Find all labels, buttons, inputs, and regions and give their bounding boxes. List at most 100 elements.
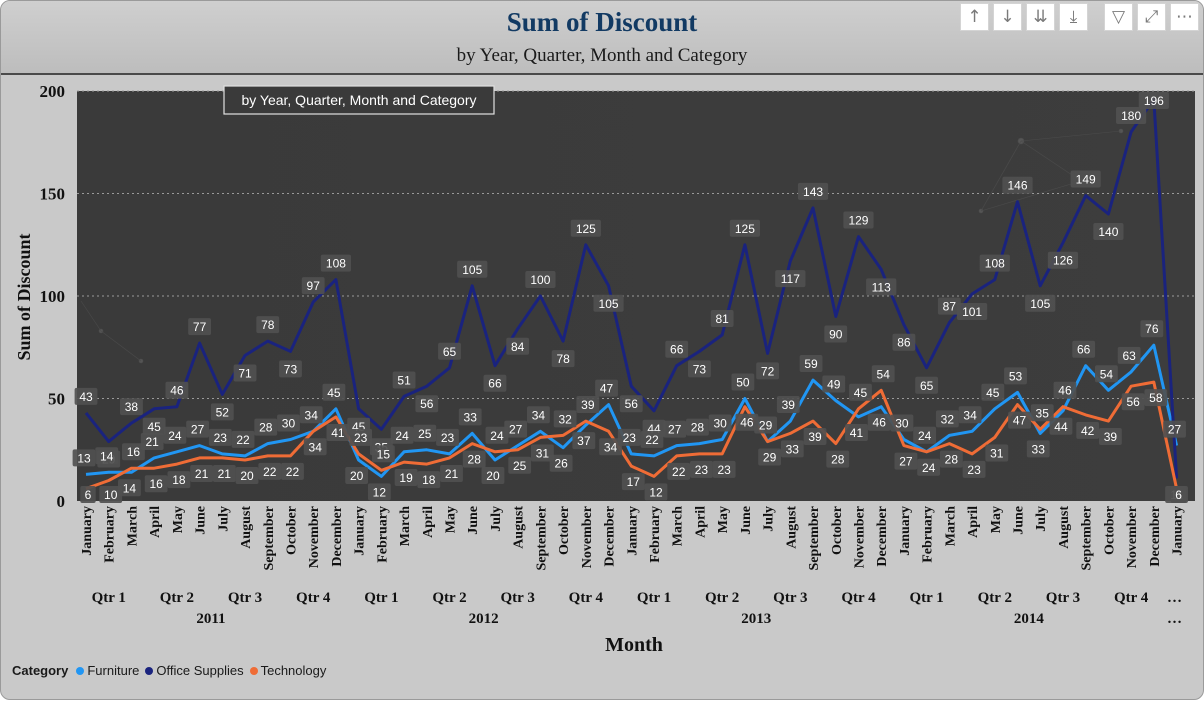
series-line-furniture[interactable]	[85, 343, 1179, 478]
data-label-office-supplies: 73	[688, 360, 711, 378]
data-label-text: 35	[1036, 406, 1050, 420]
data-label-bg	[803, 428, 827, 446]
focus-mode-icon[interactable]: ⤢	[1137, 3, 1166, 31]
x-tick-label: May	[444, 506, 459, 533]
data-label-bg	[1144, 389, 1168, 407]
data-label-furniture: 54	[1095, 365, 1118, 383]
arrow-up-icon[interactable]: ↑	[960, 3, 989, 31]
arrow-down-icon[interactable]: ↓	[993, 3, 1022, 31]
data-label-text: 10	[104, 488, 118, 502]
data-label-bg	[167, 471, 191, 489]
data-label-text: 37	[577, 434, 591, 448]
data-label-bg	[797, 182, 829, 200]
data-label-text: 72	[761, 364, 775, 378]
data-label-bg	[892, 333, 916, 351]
data-label-office-supplies: 180	[1116, 107, 1147, 124]
data-label-text: 33	[786, 442, 800, 456]
filter-icon[interactable]: ▽	[1104, 3, 1133, 31]
double-arrow-down-icon[interactable]: ⇊	[1026, 3, 1055, 31]
quarter-label: Qtr 3	[1046, 590, 1080, 606]
data-label-text: 33	[1032, 442, 1046, 456]
data-label-office-supplies: 45	[142, 417, 166, 435]
data-label-bg	[99, 486, 123, 503]
data-label-technology: 23	[690, 460, 713, 478]
data-label-bg	[279, 360, 302, 378]
data-label-text: 22	[645, 433, 659, 447]
data-label-bg	[1095, 365, 1118, 383]
data-label-technology: 28	[826, 450, 850, 468]
quarter-label: Qtr 4	[296, 590, 331, 606]
data-label-text: 180	[1121, 109, 1141, 123]
x-tick-label: April	[693, 506, 708, 538]
data-label-text: 53	[1009, 369, 1023, 383]
data-label-office-supplies: 71	[233, 364, 257, 382]
data-label-bg	[371, 445, 395, 463]
data-label-text: 42	[1081, 424, 1095, 438]
data-label-text: 66	[670, 343, 684, 357]
x-tick-label: May	[171, 506, 186, 533]
data-label-bg	[939, 450, 963, 468]
more-options-icon[interactable]: ⋯	[1170, 3, 1199, 31]
legend-marker-office-supplies	[145, 666, 154, 675]
data-label-text: 34	[309, 440, 323, 454]
x-tick-label: February	[921, 506, 936, 563]
x-axis-label: Month	[605, 634, 663, 656]
data-label-furniture: 66	[1072, 340, 1096, 358]
legend-item-furniture[interactable]: Furniture	[76, 663, 139, 678]
x-tick-label: September	[534, 506, 549, 571]
data-label-bg	[527, 406, 550, 424]
data-label-bg	[866, 278, 897, 296]
expand-hierarchy-icon[interactable]: ⤓	[1059, 3, 1088, 31]
data-label-furniture: 20	[481, 467, 505, 484]
data-label-bg	[1163, 420, 1186, 438]
data-label-text: 16	[149, 477, 163, 491]
legend-item-technology[interactable]: Technology	[249, 663, 326, 678]
data-label-office-supplies: 87	[937, 297, 961, 315]
data-label-technology: 35	[1030, 404, 1054, 422]
x-tick-label: December	[875, 506, 890, 567]
data-label-text: 6	[85, 488, 92, 502]
data-label-text: 45	[147, 420, 161, 434]
data-label-bg	[549, 454, 573, 472]
quarter-label: Qtr 4	[569, 590, 604, 606]
data-label-text: 196	[1144, 94, 1164, 108]
data-label-office-supplies: 73	[279, 360, 302, 378]
data-label-bg	[212, 464, 236, 482]
data-label-bg	[686, 418, 709, 436]
data-label-bg	[481, 467, 505, 484]
data-label-bg	[163, 426, 187, 444]
data-label-bg	[254, 418, 278, 436]
quarter-label: Qtr 1	[909, 590, 943, 606]
x-tick-label: June	[739, 506, 754, 535]
data-label-technology: 23	[349, 428, 373, 446]
data-label-text: 44	[1054, 420, 1068, 434]
data-label-office-supplies: 72	[756, 362, 779, 380]
data-label-text: 125	[735, 222, 755, 236]
data-label-text: 77	[193, 320, 207, 334]
x-tick-label: April	[966, 506, 981, 538]
data-label-text: 47	[1013, 414, 1027, 428]
data-label-text: 23	[695, 463, 709, 477]
x-tick-label: June	[194, 506, 209, 535]
data-label-technology: 41	[326, 423, 350, 441]
data-label-text: 23	[354, 431, 368, 445]
data-label-furniture: 27	[1163, 420, 1186, 438]
data-label-bg	[326, 423, 350, 441]
x-tick-label: February	[648, 506, 663, 563]
series-line-office-supplies[interactable]	[84, 97, 1179, 479]
x-tick-label: November	[852, 506, 867, 568]
data-label-furniture: 21	[140, 432, 164, 450]
data-label-technology: 20	[235, 467, 259, 484]
data-label-furniture: 59	[799, 355, 823, 373]
data-label-furniture: 24	[163, 426, 187, 444]
data-label-office-supplies: 46	[165, 381, 189, 399]
data-label-furniture: 27	[663, 420, 687, 438]
data-label-text: 56	[1126, 395, 1140, 409]
series-line-technology[interactable]	[85, 380, 1179, 491]
legend-item-office-supplies[interactable]: Office Supplies	[145, 663, 244, 678]
data-label-bg	[320, 254, 352, 272]
data-label-technology: 16	[122, 443, 145, 461]
data-label-technology: 54	[871, 365, 895, 383]
data-label-office-supplies: 65	[438, 342, 461, 360]
